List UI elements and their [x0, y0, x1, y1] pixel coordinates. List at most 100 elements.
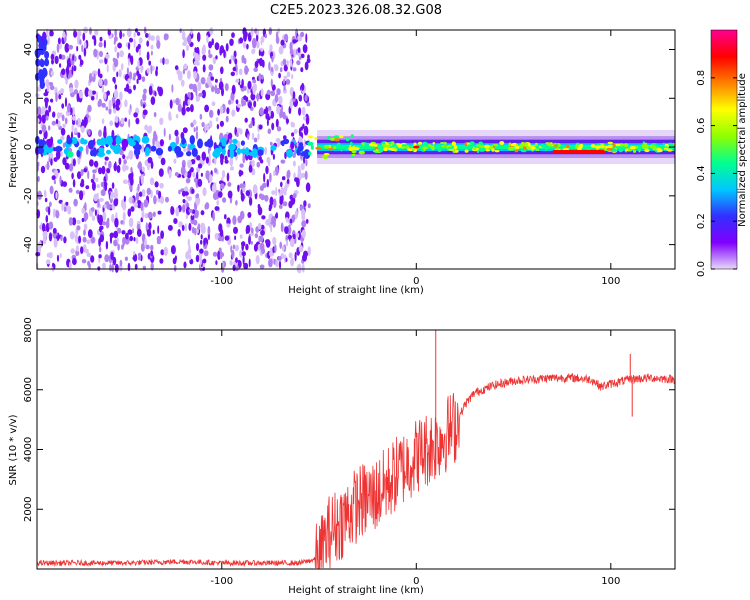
heatmap-cell: [328, 147, 333, 151]
y-tick-label: -20: [23, 188, 34, 204]
x-tick-label: 100: [601, 576, 620, 587]
heatmap-cell: [599, 144, 605, 149]
heatmap-cell: [303, 250, 308, 258]
heatmap-cell: [84, 87, 90, 98]
heatmap-cell: [118, 157, 122, 165]
heatmap-cell: [240, 148, 247, 154]
heatmap-cell: [91, 90, 97, 95]
heatmap-cell: [270, 145, 277, 151]
heatmap-cell: [82, 236, 87, 243]
heatmap-cell: [73, 198, 78, 207]
heatmap-cell: [184, 93, 188, 102]
heatmap-cell: [239, 183, 245, 189]
heatmap-cell: [303, 125, 309, 136]
heatmap-cell: [93, 160, 99, 168]
heatmap-cell: [87, 128, 91, 136]
heatmap-cell: [212, 150, 221, 158]
heatmap-cell: [283, 135, 287, 140]
heatmap-cell: [200, 77, 206, 85]
heatmap-cell: [280, 39, 285, 46]
heatmap-cell: [87, 104, 92, 113]
heatmap-cell: [78, 146, 84, 152]
heatmap-cell: [237, 184, 240, 192]
heatmap-cell: [88, 262, 91, 270]
heatmap-cell: [143, 199, 149, 208]
heatmap-cell: [152, 229, 155, 235]
heatmap-cell: [173, 218, 178, 224]
heatmap-cell: [200, 234, 203, 240]
heatmap-cell: [149, 177, 155, 186]
heatmap-cell: [224, 214, 227, 220]
heatmap-cell: [137, 59, 140, 69]
heatmap-cell: [101, 102, 106, 108]
heatmap-cell: [71, 217, 77, 226]
heatmap-cell: [251, 160, 255, 167]
heatmap-cell: [202, 54, 207, 61]
heatmap-cell: [326, 136, 331, 140]
heatmap-cell: [349, 141, 353, 145]
heatmap-cell: [243, 86, 247, 91]
heatmap-cell: [122, 240, 125, 247]
heatmap-cell: [76, 118, 82, 128]
heatmap-cell: [117, 227, 122, 234]
heatmap-cell: [47, 35, 50, 45]
heatmap-cell: [175, 206, 180, 217]
heatmap-cell: [624, 148, 629, 152]
heatmap-cell: [215, 55, 218, 60]
heatmap-cell: [590, 144, 596, 148]
heatmap-cell: [69, 87, 74, 94]
heatmap-cell: [209, 120, 213, 128]
heatmap-cell: [268, 61, 271, 71]
heatmap-cell: [56, 43, 60, 53]
heatmap-cell: [79, 39, 82, 45]
heatmap-cell: [266, 116, 271, 121]
heatmap-cell: [174, 172, 179, 177]
heatmap-cell: [192, 171, 196, 178]
heatmap-cell: [377, 144, 381, 149]
heatmap-cell: [115, 135, 122, 145]
heatmap-cell: [211, 101, 216, 107]
heatmap-cell: [61, 201, 64, 212]
heatmap-cell: [141, 166, 145, 172]
heatmap-cell: [279, 67, 283, 73]
heatmap-cell: [195, 193, 200, 199]
heatmap-cell: [259, 235, 264, 243]
heatmap-cell: [148, 85, 153, 96]
heatmap-cell: [217, 108, 221, 116]
heatmap-cell: [150, 244, 154, 251]
y-tick-label: 8000: [23, 317, 34, 342]
heatmap-cell: [146, 40, 150, 47]
heatmap-cell: [159, 258, 164, 264]
heatmap-cell: [305, 219, 309, 224]
spectrogram-frame: [36, 29, 676, 270]
heatmap-cell: [53, 208, 56, 218]
heatmap-cell: [345, 137, 350, 142]
heatmap-cell: [48, 232, 53, 242]
heatmap-cell: [120, 117, 125, 125]
heatmap-cell: [303, 149, 311, 160]
heatmap-cell: [62, 181, 68, 188]
heatmap-cell: [238, 68, 243, 76]
heatmap-cell: [260, 224, 265, 230]
heatmap-cell: [71, 124, 74, 133]
heatmap-cell: [153, 130, 157, 140]
heatmap-cell: [168, 111, 172, 121]
heatmap-cell: [246, 43, 249, 50]
heatmap-cell: [305, 116, 310, 125]
heatmap-cell: [276, 88, 281, 96]
heatmap-cell: [174, 129, 179, 137]
heatmap-cell: [266, 178, 269, 188]
heatmap-cell: [292, 91, 296, 100]
heatmap-cell: [205, 156, 209, 164]
heatmap-cell: [148, 222, 152, 230]
heatmap-cell: [103, 39, 106, 49]
heatmap-cell: [103, 92, 107, 100]
heatmap-cell: [138, 48, 142, 56]
heatmap-cell: [268, 109, 271, 117]
heatmap-cell: [281, 176, 286, 181]
heatmap-cell: [41, 223, 46, 232]
heatmap-cell: [278, 188, 281, 193]
heatmap-cell: [49, 185, 54, 195]
heatmap-cell: [254, 233, 259, 239]
heatmap-cell: [37, 175, 40, 183]
